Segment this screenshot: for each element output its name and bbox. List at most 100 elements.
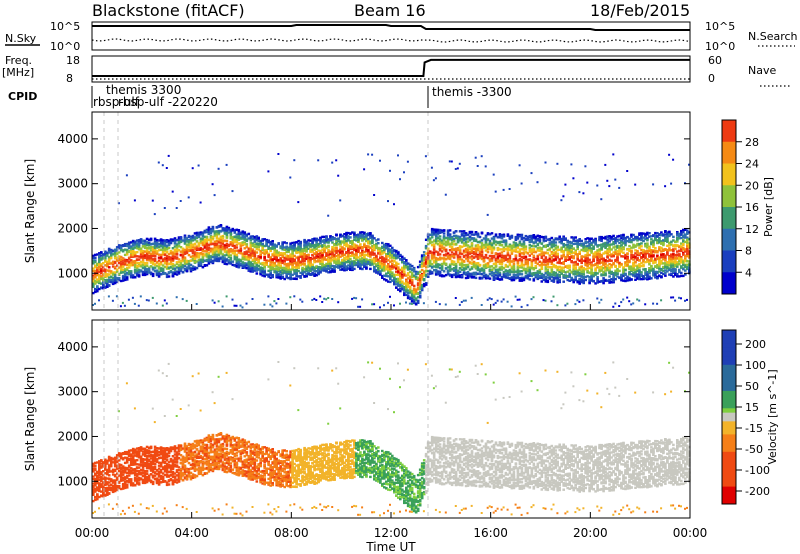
power-cell xyxy=(255,236,259,239)
power-cell xyxy=(245,255,249,258)
power-cell xyxy=(92,256,95,259)
power-cell xyxy=(141,252,145,255)
power-cell xyxy=(229,260,233,264)
power-cell xyxy=(273,244,276,247)
power-cell xyxy=(215,242,219,246)
power-cell xyxy=(379,262,382,265)
power-cell xyxy=(203,230,207,233)
power-cell xyxy=(500,244,504,247)
power-cell xyxy=(104,255,107,258)
power-cell xyxy=(287,247,290,250)
power-cell xyxy=(355,252,358,255)
power-cell xyxy=(412,284,416,288)
power-cell xyxy=(137,240,141,243)
power-cell xyxy=(351,251,354,254)
power-cell xyxy=(169,240,173,243)
power-cell xyxy=(422,271,426,274)
power-cell xyxy=(492,246,496,249)
power-cell xyxy=(275,249,278,253)
power-cell xyxy=(430,266,434,269)
power-cell xyxy=(121,268,125,271)
power-cell xyxy=(187,235,191,238)
power-cell xyxy=(175,262,179,265)
power-cell xyxy=(345,235,348,239)
power-cell xyxy=(373,253,376,256)
power-cell xyxy=(281,245,284,248)
power-cell xyxy=(325,237,328,240)
power-cell xyxy=(129,247,133,250)
power-cell xyxy=(215,250,219,253)
power-cell xyxy=(94,272,97,275)
power-cell-near xyxy=(494,301,497,304)
power-cell-far xyxy=(434,177,437,180)
power-cell xyxy=(261,267,264,270)
power-cell xyxy=(275,258,278,261)
power-cell xyxy=(127,257,131,260)
power-cell xyxy=(393,279,396,283)
power-cell xyxy=(418,287,422,291)
power-cell xyxy=(283,241,286,244)
power-cell xyxy=(163,272,167,275)
cpid-label: CPID xyxy=(8,90,37,103)
power-cell-far xyxy=(277,153,280,155)
power-cell xyxy=(281,241,284,244)
power-cell xyxy=(115,278,119,281)
power-cell-near xyxy=(301,300,304,303)
power-cell xyxy=(420,268,424,272)
power-cell-near xyxy=(410,302,413,305)
power-cell xyxy=(381,241,384,245)
noise-tick-bottom-left: 10^0 xyxy=(50,40,80,53)
power-cell xyxy=(369,246,372,249)
power-cell xyxy=(432,269,436,272)
power-cell xyxy=(303,243,306,246)
power-cell xyxy=(279,246,282,250)
power-cell xyxy=(361,250,364,254)
power-cell xyxy=(323,258,326,261)
power-cell-near xyxy=(488,297,491,300)
power-cell xyxy=(269,271,272,274)
power-cell xyxy=(113,272,117,276)
power-cell xyxy=(395,280,398,283)
power-cell xyxy=(383,249,386,252)
power-cell xyxy=(363,245,366,248)
power-cell xyxy=(337,259,340,262)
power-cell xyxy=(223,257,227,260)
power-cell xyxy=(109,262,113,265)
power-cell xyxy=(113,252,117,255)
power-cell xyxy=(179,236,183,240)
freq-tick-bottom: 8 xyxy=(66,72,73,85)
power-cell xyxy=(436,239,440,243)
power-cell xyxy=(243,258,247,261)
power-cell xyxy=(265,243,268,247)
power-cell xyxy=(385,278,388,282)
power-cell xyxy=(263,238,266,241)
power-cell xyxy=(442,232,446,235)
power-cell xyxy=(414,292,418,295)
power-cell xyxy=(107,280,111,283)
power-cell xyxy=(121,249,125,252)
power-cell xyxy=(305,250,308,253)
power-cell xyxy=(261,261,264,265)
power-cell xyxy=(309,260,312,263)
power-cell xyxy=(343,262,346,266)
power-cell xyxy=(357,262,360,265)
power-cell xyxy=(119,244,123,247)
power-cell xyxy=(241,237,245,240)
power-cell xyxy=(395,263,398,266)
power-cell xyxy=(165,257,169,261)
power-cell xyxy=(397,256,400,259)
power-cell xyxy=(96,280,99,283)
power-cell xyxy=(229,250,233,253)
power-cell xyxy=(365,246,368,250)
power-cell xyxy=(383,269,386,272)
power-cell xyxy=(285,242,288,245)
power-cell xyxy=(359,235,362,238)
power-cell xyxy=(199,264,203,267)
power-cell xyxy=(259,272,262,276)
power-cell-far xyxy=(197,164,200,167)
power-cell xyxy=(297,269,300,273)
power-cell xyxy=(261,270,264,273)
power-cell xyxy=(191,246,195,249)
power-cell xyxy=(406,289,410,292)
power-cell xyxy=(100,275,103,278)
